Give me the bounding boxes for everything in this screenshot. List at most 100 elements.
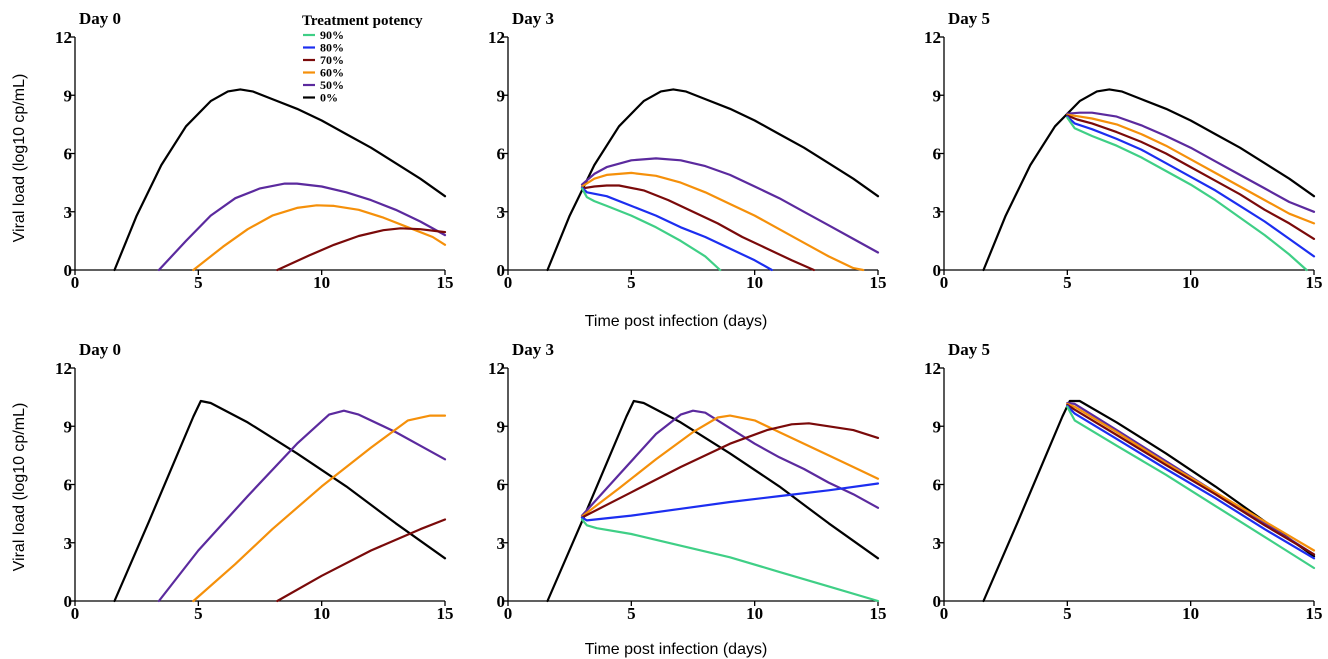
- panel-title: Day 0: [79, 9, 121, 28]
- legend-entry: 0%: [303, 91, 338, 105]
- x-tick-label: 5: [194, 273, 203, 292]
- y-tick-label: 0: [933, 261, 942, 280]
- series-line-70pct: [1066, 114, 1316, 240]
- legend-entry: 90%: [303, 28, 344, 42]
- y-tick-label: 9: [497, 86, 506, 105]
- x-tick-label: 0: [71, 273, 80, 292]
- x-axis-title-bottom: Time post infection (days): [585, 641, 768, 658]
- x-tick-label: 0: [71, 604, 80, 623]
- series-line-60pct: [192, 414, 447, 603]
- series-line-70pct: [1066, 403, 1316, 556]
- panel-title: Day 5: [948, 9, 990, 28]
- series-line-80pct: [580, 186, 773, 272]
- y-tick-label: 6: [64, 145, 73, 164]
- series-line-50pct: [1066, 111, 1316, 213]
- x-tick-label: 10: [746, 604, 763, 623]
- legend-label: 0%: [320, 91, 338, 105]
- x-tick-label: 0: [940, 604, 949, 623]
- series-line-90pct: [580, 518, 880, 603]
- legend-title: Treatment potency: [302, 13, 423, 29]
- panel-6: Day 5 0 3 6 9 12 0 5 10 15: [924, 340, 1323, 623]
- y-tick-label: 9: [497, 417, 506, 436]
- y-tick-label: 3: [64, 203, 73, 222]
- series-line-80pct: [1066, 404, 1316, 560]
- x-tick-label: 5: [627, 273, 636, 292]
- x-tick-label: 15: [437, 273, 454, 292]
- x-tick-label: 5: [1063, 273, 1072, 292]
- y-tick-label: 6: [64, 476, 73, 495]
- y-tick-label: 6: [933, 145, 942, 164]
- legend-label: 80%: [320, 41, 344, 55]
- series-line-50pct: [157, 409, 447, 603]
- series-line-60pct: [1066, 113, 1316, 225]
- series-line-80pct: [1066, 115, 1316, 258]
- legend-entry: 80%: [303, 41, 344, 55]
- y-axis-title-top: Viral load (log10 cp/mL): [11, 74, 28, 243]
- y-tick-label: 0: [933, 592, 942, 611]
- y-tick-label: 12: [488, 28, 505, 47]
- y-tick-label: 12: [55, 28, 72, 47]
- x-tick-label: 0: [504, 604, 513, 623]
- panel-5: Day 3 0 3 6 9 12 0 5 10 15: [488, 340, 887, 623]
- series-line-70pct: [580, 422, 880, 519]
- series-line-0pct: [982, 88, 1316, 272]
- legend: Treatment potency 90%80%70%60%50%0%: [302, 13, 423, 105]
- panel-3: Day 5 0 3 6 9 12 0 5 10 15: [924, 9, 1323, 292]
- x-tick-label: 10: [746, 273, 763, 292]
- y-tick-label: 12: [55, 359, 72, 378]
- panel-4: Day 0 0 3 6 9 12 0 5 10 15: [55, 340, 454, 623]
- panel-1: Day 0 0 3 6 9 12 0 5 10 15: [55, 9, 454, 292]
- legend-label: 50%: [320, 78, 344, 92]
- x-tick-label: 15: [437, 604, 454, 623]
- series-line-70pct: [276, 227, 447, 272]
- y-tick-label: 3: [497, 203, 506, 222]
- series-line-0pct: [546, 88, 880, 272]
- y-tick-label: 9: [933, 417, 942, 436]
- series-line-80pct: [580, 482, 880, 522]
- y-tick-label: 0: [497, 261, 506, 280]
- series-line-70pct: [276, 518, 447, 603]
- series-line-50pct: [580, 157, 880, 254]
- x-tick-label: 10: [313, 273, 330, 292]
- series-line-0pct: [546, 399, 880, 603]
- x-tick-label: 15: [870, 273, 887, 292]
- x-tick-label: 5: [194, 604, 203, 623]
- series-line-70pct: [580, 184, 815, 272]
- panel-title: Day 5: [948, 340, 990, 359]
- series-line-60pct: [580, 414, 880, 518]
- y-tick-label: 6: [497, 476, 506, 495]
- series-line-0pct: [113, 399, 447, 603]
- y-tick-label: 0: [64, 592, 73, 611]
- x-tick-label: 10: [1182, 273, 1199, 292]
- series-line-0pct: [113, 88, 447, 272]
- panel-title: Day 0: [79, 340, 121, 359]
- panel-title: Day 3: [512, 9, 554, 28]
- y-axis-title-bottom: Viral load (log10 cp/mL): [11, 403, 28, 572]
- legend-entry: 60%: [303, 66, 344, 80]
- series-line-50pct: [1066, 401, 1316, 556]
- y-tick-label: 6: [497, 145, 506, 164]
- y-tick-label: 0: [64, 261, 73, 280]
- series-line-60pct: [1066, 402, 1316, 552]
- x-tick-label: 5: [627, 604, 636, 623]
- series-line-90pct: [1066, 116, 1308, 272]
- legend-label: 90%: [320, 28, 344, 42]
- x-tick-label: 15: [1306, 273, 1323, 292]
- y-tick-label: 0: [497, 592, 506, 611]
- legend-entry: 70%: [303, 53, 344, 67]
- x-tick-label: 10: [1182, 604, 1199, 623]
- legend-label: 60%: [320, 66, 344, 80]
- legend-entry: 50%: [303, 78, 344, 92]
- legend-label: 70%: [320, 53, 344, 67]
- x-axis-title-top: Time post infection (days): [585, 313, 768, 330]
- y-tick-label: 3: [933, 534, 942, 553]
- series-line-90pct: [580, 187, 722, 272]
- y-tick-label: 9: [64, 86, 73, 105]
- panel-2: Day 3 0 3 6 9 12 0 5 10 15: [488, 9, 887, 292]
- x-tick-label: 15: [1306, 604, 1323, 623]
- series-line-60pct: [580, 171, 865, 272]
- series-line-50pct: [157, 182, 447, 272]
- y-tick-label: 12: [924, 28, 941, 47]
- series-line-0pct: [982, 399, 1316, 603]
